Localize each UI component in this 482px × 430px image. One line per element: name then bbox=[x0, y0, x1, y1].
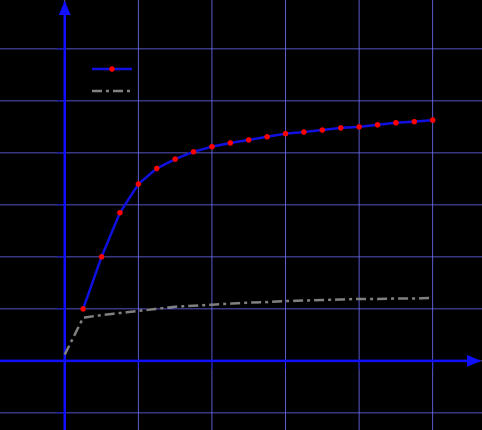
y-axis-arrow bbox=[58, 1, 71, 15]
data-point bbox=[411, 118, 418, 125]
data-point bbox=[319, 127, 326, 133]
data-point bbox=[172, 156, 178, 162]
x-axis-arrow bbox=[467, 354, 481, 367]
data-point bbox=[429, 117, 436, 123]
data-point bbox=[264, 133, 270, 140]
data-point bbox=[117, 209, 123, 216]
data-point bbox=[98, 254, 105, 260]
legend-marker bbox=[109, 66, 115, 72]
data-point bbox=[209, 143, 215, 150]
data-point bbox=[374, 121, 381, 128]
series-line bbox=[63, 296, 433, 356]
data-point bbox=[301, 129, 307, 135]
data-point bbox=[356, 124, 362, 130]
data-point bbox=[190, 149, 197, 155]
data-point bbox=[337, 125, 344, 131]
data-point bbox=[135, 181, 142, 187]
data-point bbox=[80, 306, 86, 312]
data-point bbox=[282, 130, 289, 137]
data-point bbox=[153, 165, 160, 172]
data-point bbox=[227, 140, 234, 146]
series-line bbox=[81, 118, 433, 310]
data-point bbox=[393, 119, 399, 126]
data-point bbox=[245, 137, 252, 143]
